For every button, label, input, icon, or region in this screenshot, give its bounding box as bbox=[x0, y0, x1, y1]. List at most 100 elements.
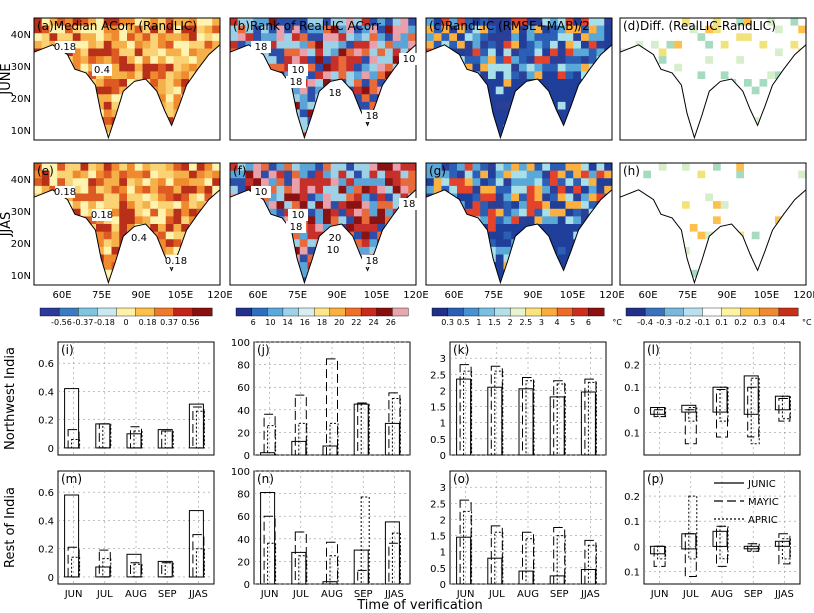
colorbar-swatch bbox=[97, 307, 117, 317]
map-cell bbox=[697, 254, 706, 263]
map-cell bbox=[596, 193, 605, 202]
map-cell bbox=[377, 216, 386, 225]
map-cell bbox=[495, 269, 505, 278]
colorbar-swatch bbox=[298, 307, 315, 317]
contour-label: 0.18 bbox=[91, 210, 113, 221]
contour-label: 10 bbox=[292, 65, 305, 76]
map-cell bbox=[728, 163, 737, 172]
colorbar-tick-label: 14 bbox=[283, 318, 293, 327]
y-tick-label: 0.4 bbox=[38, 516, 54, 527]
contour-label-bg bbox=[92, 209, 112, 221]
map-cell bbox=[495, 18, 505, 27]
map-cell bbox=[369, 208, 378, 217]
map-cell bbox=[72, 163, 82, 172]
map-cell bbox=[666, 40, 675, 50]
map-cell bbox=[488, 33, 497, 42]
map-cell bbox=[744, 208, 753, 217]
map-cell bbox=[519, 163, 528, 172]
map-cell bbox=[212, 178, 220, 187]
map-cell bbox=[697, 193, 706, 202]
map-cell bbox=[361, 178, 371, 187]
map-cell bbox=[361, 224, 371, 233]
map-cell bbox=[119, 208, 128, 217]
map-cell bbox=[713, 201, 722, 210]
map-cell bbox=[736, 201, 745, 210]
x-tick-label: AUG bbox=[517, 589, 539, 600]
map-cell bbox=[503, 48, 512, 57]
map-cell bbox=[369, 216, 378, 225]
colorbar-tick-label: 0.37 bbox=[160, 318, 178, 327]
map-cell bbox=[253, 18, 262, 27]
map-cell bbox=[34, 40, 43, 50]
map-cell bbox=[96, 79, 105, 88]
map-cell bbox=[526, 163, 536, 172]
map-cell bbox=[736, 170, 745, 179]
map-cell bbox=[377, 193, 386, 202]
map-cell bbox=[557, 231, 567, 240]
map-cell bbox=[557, 86, 567, 95]
map-cell bbox=[96, 170, 105, 179]
panel-label: (l) bbox=[647, 343, 660, 357]
map-cell bbox=[377, 170, 386, 179]
coastline bbox=[619, 18, 807, 140]
map-cell bbox=[65, 25, 74, 34]
map-cell bbox=[189, 193, 198, 202]
map-cell bbox=[782, 18, 792, 27]
map-cell bbox=[119, 71, 128, 80]
map-cell bbox=[158, 79, 167, 88]
map-cell bbox=[158, 48, 167, 57]
colorbar-tick-label: 0.4 bbox=[773, 318, 786, 327]
map-cell bbox=[346, 79, 355, 88]
map-cell bbox=[354, 18, 363, 27]
map-cell bbox=[165, 170, 175, 179]
map-cell bbox=[682, 33, 691, 42]
colorbar-swatch bbox=[313, 307, 331, 317]
map-cell bbox=[111, 101, 120, 111]
map-cell bbox=[433, 40, 443, 50]
map-cell bbox=[790, 193, 799, 202]
colorbar-tick-label: 20 bbox=[334, 318, 344, 327]
map-cell bbox=[511, 48, 520, 57]
colorbar-tick-label: 0.1 bbox=[715, 318, 728, 327]
map-cell bbox=[165, 178, 175, 187]
map-cell bbox=[385, 25, 394, 34]
map-cell bbox=[134, 193, 144, 202]
map-cell bbox=[72, 63, 82, 72]
map-cell bbox=[581, 178, 590, 187]
y-tick-label: 80 bbox=[237, 490, 250, 501]
map-cell bbox=[767, 56, 776, 65]
map-cell bbox=[720, 216, 730, 225]
map-cell bbox=[103, 109, 113, 118]
map-cell bbox=[713, 216, 722, 225]
map-cell bbox=[588, 40, 598, 50]
map-cell bbox=[581, 201, 590, 210]
map-cell bbox=[480, 163, 489, 172]
map-cell bbox=[464, 63, 474, 72]
map-cell bbox=[751, 231, 761, 240]
map-cell bbox=[503, 33, 512, 42]
row-ylabel: Rest of India bbox=[3, 487, 18, 568]
map-cell bbox=[338, 185, 347, 195]
map-cell bbox=[550, 216, 559, 225]
map-cell bbox=[150, 224, 159, 233]
map-cell bbox=[134, 201, 144, 210]
map-cell bbox=[767, 185, 776, 195]
map-cell bbox=[173, 56, 182, 65]
map-cell bbox=[759, 208, 768, 217]
map-cell bbox=[165, 86, 175, 95]
map-cell bbox=[751, 224, 761, 233]
map-cell bbox=[385, 193, 394, 202]
map-cell bbox=[565, 246, 574, 256]
map-cell bbox=[736, 79, 745, 88]
map-cell bbox=[354, 178, 363, 187]
box-apric bbox=[102, 423, 112, 449]
map-cell bbox=[72, 185, 82, 195]
map-cell bbox=[573, 185, 582, 195]
map-cell bbox=[377, 18, 386, 27]
map-cell bbox=[744, 201, 753, 210]
map-cell bbox=[299, 254, 309, 263]
map-cell bbox=[127, 71, 136, 80]
map-cell bbox=[713, 185, 722, 195]
map-cell bbox=[790, 25, 799, 34]
